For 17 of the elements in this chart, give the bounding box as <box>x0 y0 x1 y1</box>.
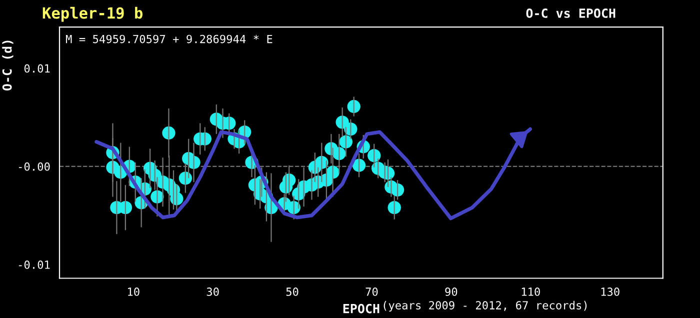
x-tick-label: 130 <box>601 288 620 296</box>
x-tick-label: 90 <box>445 288 458 296</box>
annotation: M = 54959.70597 + 9.2869944 * E <box>66 34 272 44</box>
x-tick-label: 10 <box>128 288 140 296</box>
x-tick-label: 50 <box>286 288 298 296</box>
y-tick-label: -0.01 <box>18 260 50 269</box>
chart-title: Kepler-19 b <box>42 6 143 22</box>
line-series <box>94 127 532 220</box>
x-tick-label: 30 <box>206 288 219 296</box>
y-tick-label: -0.00 <box>18 162 50 171</box>
y-tick-label: 0.01 <box>24 64 50 73</box>
y-axis-title: O-C (d) <box>2 40 14 90</box>
x-axis-title: EPOCH <box>343 304 380 314</box>
text: (years 2009 - 2012, 67 records) <box>384 300 587 312</box>
x-tick-label: 70 <box>366 288 378 296</box>
x-tick-label: 110 <box>522 288 540 296</box>
chart-subtitle: O-C vs EPOCH <box>526 8 616 18</box>
